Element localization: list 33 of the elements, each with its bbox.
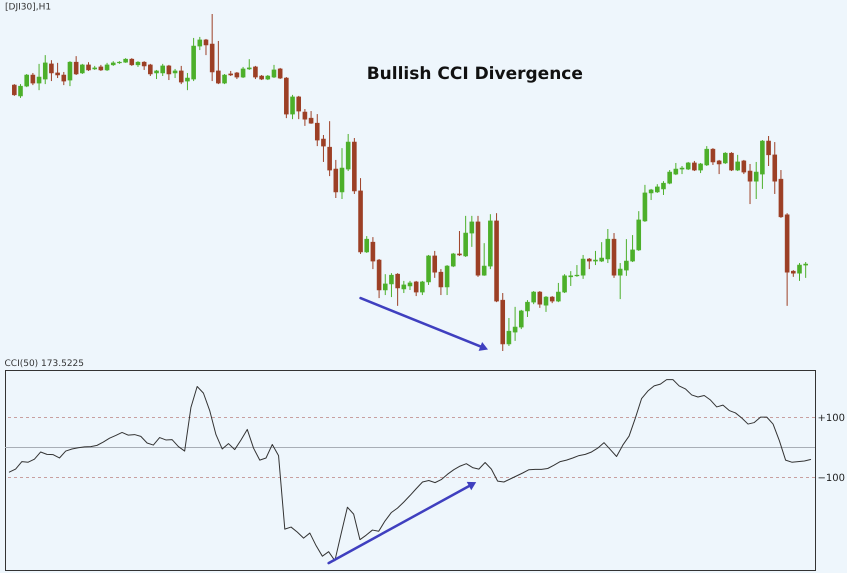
- candlestick: [302, 108, 308, 126]
- candlestick: [12, 84, 17, 96]
- y-tick-label: +100: [818, 412, 845, 424]
- candlestick: [364, 236, 370, 254]
- candlestick: [74, 56, 78, 76]
- candlestick: [68, 60, 72, 87]
- candlestick: [395, 272, 400, 306]
- y-tick-label: −100: [818, 473, 845, 484]
- candlestick: [80, 63, 85, 74]
- chart-title: CCI(50) 173.5225: [4, 359, 84, 369]
- chart-title: [DJI30],H1: [5, 2, 52, 12]
- candlestick: [692, 160, 697, 172]
- candlestick: [222, 73, 227, 85]
- candlestick: [178, 65, 184, 85]
- candlestick: [457, 230, 462, 256]
- candlestick: [172, 68, 178, 79]
- candlestick: [370, 236, 376, 270]
- candlestick: [735, 154, 740, 172]
- candlestick: [506, 317, 512, 346]
- candlestick: [49, 60, 54, 82]
- candlestick: [538, 290, 542, 308]
- candlestick: [586, 257, 592, 270]
- candlestick: [414, 280, 418, 297]
- candlestick: [729, 152, 734, 172]
- candlestick: [580, 254, 586, 280]
- candlestick: [30, 72, 36, 86]
- candlestick: [296, 95, 302, 120]
- candlestick: [166, 64, 172, 81]
- line-series: [8, 379, 812, 562]
- candlestick: [544, 296, 548, 312]
- candlestick: [290, 94, 295, 120]
- candlestick: [723, 152, 728, 164]
- annotation: Bullish CCI Divergence: [366, 64, 583, 84]
